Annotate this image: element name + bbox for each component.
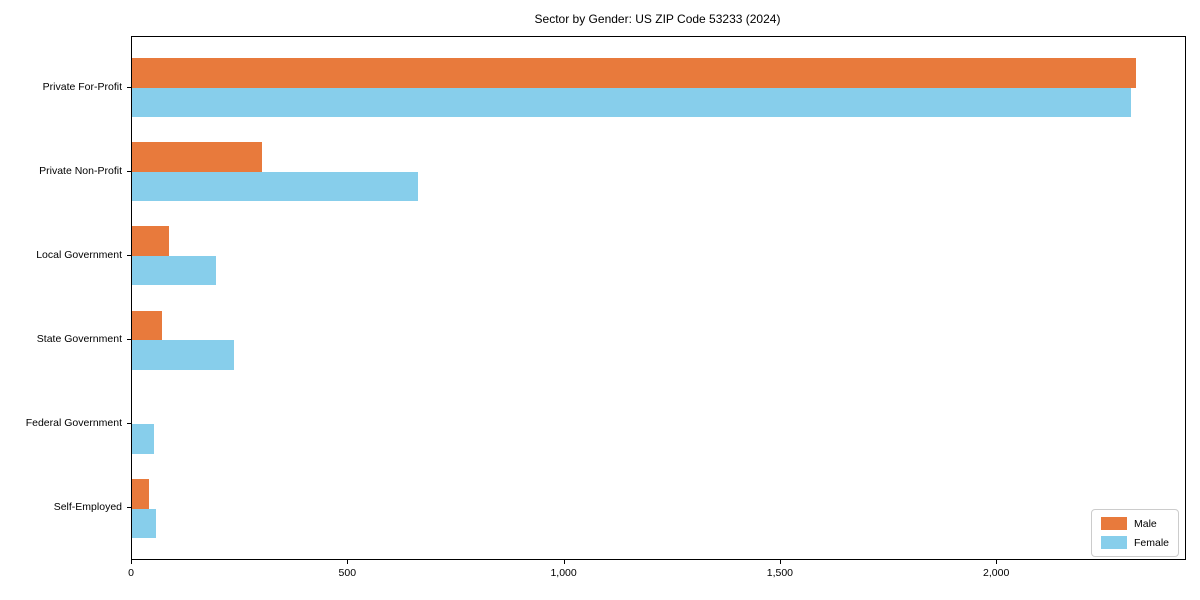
- bar-female-self-employed: [132, 508, 156, 538]
- y-axis-label-state-government: State Government: [36, 333, 122, 346]
- bar-female-private-for-profit: [132, 87, 1132, 117]
- y-axis-label-private-for-profit: Private For-Profit: [42, 80, 122, 93]
- x-axis-tick-label-1500: 1,500: [766, 567, 794, 579]
- bar-female-federal-government: [132, 424, 154, 454]
- bar-female-state-government: [132, 340, 234, 370]
- x-axis-tick-label-0: 0: [128, 567, 134, 579]
- y-axis-label-self-employed: Self-Employed: [53, 501, 122, 514]
- chart-title: Sector by Gender: US ZIP Code 53233 (202…: [534, 12, 781, 26]
- legend-item-female: Female: [1100, 536, 1169, 549]
- y-axis-label-private-non-profit: Private Non-Profit: [39, 164, 122, 177]
- legend-swatch-female: [1100, 536, 1127, 549]
- y-axis-tick: [127, 339, 131, 341]
- x-axis-tick: [996, 560, 998, 564]
- y-axis-tick: [127, 86, 131, 88]
- bar-male-local-government: [132, 226, 169, 256]
- y-axis-tick: [127, 170, 131, 172]
- legend-item-male: Male: [1100, 517, 1169, 530]
- bar-male-self-employed: [132, 479, 150, 509]
- x-axis-tick-label-2000: 2,000: [983, 567, 1010, 579]
- y-axis-tick: [127, 254, 131, 256]
- legend: Male Female: [1090, 509, 1179, 557]
- x-axis-tick: [563, 560, 565, 564]
- x-axis-tick: [347, 560, 349, 564]
- bar-male-state-government: [132, 310, 163, 341]
- bar-male-private-for-profit: [132, 58, 1136, 88]
- legend-label-male: Male: [1133, 517, 1157, 530]
- x-axis-tick: [779, 560, 781, 564]
- plot-area: Male Female: [131, 36, 1186, 560]
- bar-female-local-government: [132, 255, 217, 286]
- y-axis-tick: [127, 423, 131, 425]
- bar-female-private-non-profit: [132, 171, 418, 202]
- x-axis-tick-label-500: 500: [338, 567, 357, 579]
- y-axis-tick: [127, 507, 131, 509]
- y-axis-label-federal-government: Federal Government: [25, 417, 122, 430]
- bar-male-private-non-profit: [132, 142, 262, 172]
- x-axis-tick: [131, 560, 132, 564]
- legend-label-female: Female: [1133, 536, 1169, 549]
- x-axis-tick-label-1000: 1,000: [550, 567, 577, 579]
- legend-swatch-male: [1100, 517, 1127, 530]
- y-axis-label-local-government: Local Government: [36, 248, 122, 261]
